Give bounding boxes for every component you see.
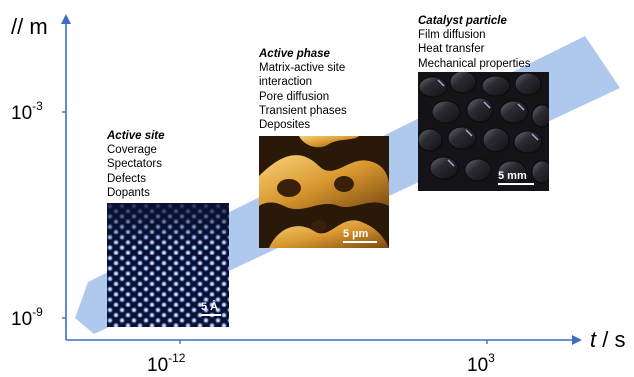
- list-item: Film diffusion: [418, 29, 486, 42]
- y-tick-label: 10-9: [11, 305, 43, 330]
- catalyst-particle-text: Catalyst particle Film diffusion Heat tr…: [418, 14, 531, 71]
- list-item: Dopants: [107, 186, 150, 199]
- list-item: Defects: [107, 172, 146, 185]
- list-item: Heat transfer: [418, 43, 485, 56]
- active-site-micrograph: 5 Å: [107, 203, 229, 327]
- x-tick-label: 103: [467, 351, 495, 376]
- catalyst-particle-title: Catalyst particle: [418, 15, 507, 27]
- atomic-lattice-image: [107, 203, 229, 327]
- pellets-image: [418, 72, 549, 191]
- y-axis-arrow: [61, 14, 71, 24]
- active-phase-text: Active phase Matrix-active site interact…: [259, 47, 347, 132]
- scale-bar: 5 Å: [201, 301, 221, 316]
- scale-bar: 5 mm: [498, 170, 534, 185]
- list-item: Pore diffusion: [259, 90, 330, 103]
- list-item: Deposites: [259, 119, 311, 132]
- x-tick-label: 10-12: [147, 351, 186, 376]
- porous-structure-image: [259, 136, 389, 248]
- active-phase-title: Active phase: [259, 48, 330, 60]
- list-item: Coverage: [107, 144, 157, 157]
- scale-bar: 5 µm: [343, 228, 377, 243]
- list-item: Transient phases: [259, 104, 347, 117]
- list-item: Spectators: [107, 158, 162, 171]
- active-site-text: Active site Coverage Spectators Defects …: [107, 129, 165, 200]
- list-item: interaction: [259, 76, 313, 89]
- x-axis-label: t / s: [590, 327, 626, 352]
- active-phase-micrograph: 5 µm: [259, 136, 389, 248]
- catalyst-particle-photo: 5 mm: [418, 72, 549, 191]
- active-site-title: Active site: [107, 130, 165, 142]
- list-item: Mechanical properties: [418, 57, 531, 70]
- y-tick-label: 10-3: [11, 99, 43, 124]
- y-axis-label: // m: [11, 14, 48, 39]
- x-axis-arrow: [572, 335, 582, 345]
- list-item: Matrix-active site: [259, 62, 346, 75]
